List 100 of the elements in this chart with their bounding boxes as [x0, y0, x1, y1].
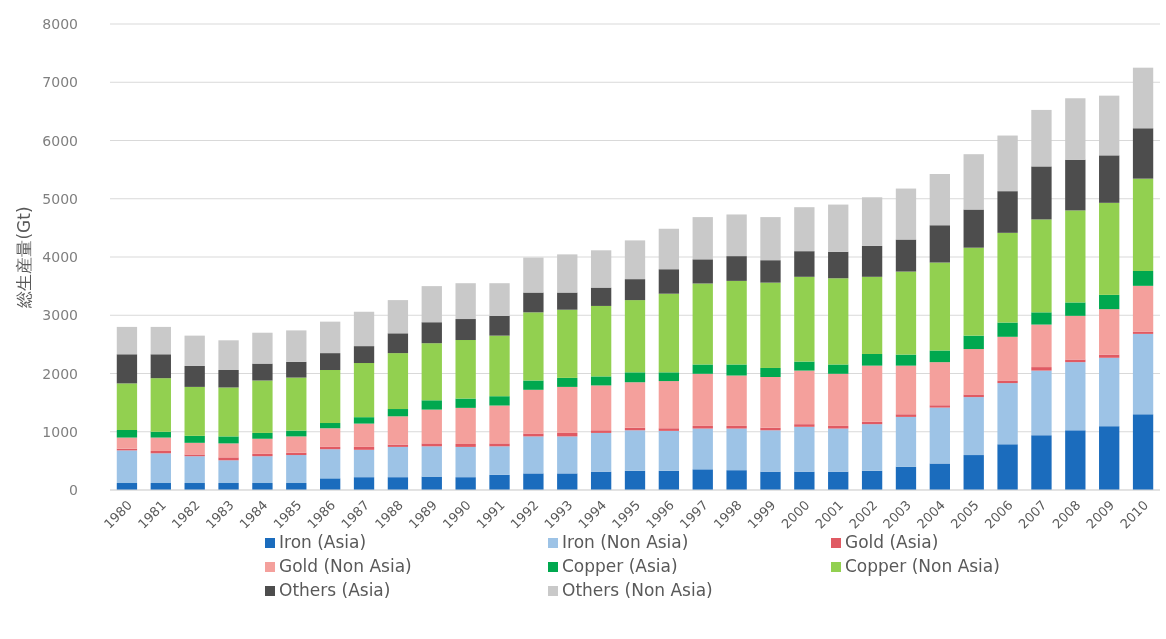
bar: [590, 432, 612, 472]
bar: [895, 271, 917, 355]
bar: [760, 430, 781, 472]
bar: [1065, 315, 1086, 360]
bar: [658, 372, 680, 382]
bar: [828, 364, 849, 374]
bar: [624, 279, 646, 301]
bar: [828, 278, 849, 365]
bar: [828, 428, 849, 472]
bar: [387, 333, 409, 354]
bar: [590, 250, 612, 288]
bar: [861, 276, 883, 354]
y-tick-label: 8000: [42, 16, 78, 32]
bar: [184, 365, 205, 387]
bar: [489, 474, 510, 490]
bar: [455, 446, 476, 478]
bar: [929, 350, 950, 363]
y-tick-label: 4000: [42, 249, 78, 265]
bar: [624, 300, 646, 373]
bar: [218, 387, 239, 437]
bar: [828, 373, 849, 426]
bar: [794, 370, 815, 425]
bar: [861, 353, 883, 366]
bar: [1132, 67, 1154, 129]
bar: [658, 430, 680, 471]
bar: [692, 217, 713, 260]
bar: [895, 188, 917, 240]
bar: [1099, 202, 1120, 295]
bar: [760, 367, 781, 377]
y-tick-label: 2000: [42, 365, 78, 382]
bar: [794, 276, 815, 362]
bar: [421, 409, 442, 444]
bar: [929, 463, 950, 490]
bar: [726, 470, 747, 490]
bar: [557, 436, 578, 474]
bar: [624, 430, 646, 471]
bar: [726, 280, 747, 365]
bar: [692, 283, 713, 365]
bar: [963, 349, 984, 395]
bar: [150, 431, 171, 438]
bar: [1031, 109, 1052, 167]
bar: [557, 377, 578, 387]
bar: [997, 322, 1018, 337]
bar: [828, 425, 849, 429]
bar: [861, 470, 883, 490]
bar: [1099, 426, 1120, 490]
bar: [692, 259, 713, 284]
bar: [1132, 128, 1154, 179]
bar: [997, 380, 1018, 384]
bar: [252, 438, 273, 454]
bar: [895, 365, 917, 415]
bar: [590, 430, 612, 433]
bar: [692, 428, 713, 470]
bar: [489, 315, 510, 336]
bar: [523, 433, 544, 437]
bar: [523, 436, 544, 474]
bar: [184, 435, 205, 443]
bar: [1031, 367, 1052, 371]
bar: [658, 470, 680, 490]
bar: [1132, 178, 1154, 271]
bar: [455, 398, 476, 408]
bar: [726, 425, 747, 429]
bar: [861, 424, 883, 471]
y-tick-label: 5000: [42, 190, 78, 207]
bar: [726, 364, 747, 376]
bar: [252, 363, 273, 381]
bar: [794, 207, 815, 252]
bar: [455, 407, 476, 444]
bar: [320, 478, 341, 490]
bar: [387, 477, 409, 490]
bar: [692, 425, 713, 429]
bar: [252, 332, 273, 364]
bar: [929, 262, 950, 351]
bar: [523, 292, 544, 313]
bar: [590, 471, 612, 490]
bar: [557, 473, 578, 490]
bar: [523, 312, 544, 381]
bar: [421, 400, 442, 410]
y-tick-label: 7000: [42, 74, 78, 91]
bar: [963, 455, 984, 490]
bar: [929, 225, 950, 263]
bar: [116, 437, 138, 449]
bar: [590, 376, 612, 386]
bar: [726, 256, 747, 281]
bar: [353, 346, 375, 364]
bar: [523, 380, 544, 390]
bar: [387, 446, 409, 478]
bar: [286, 330, 307, 362]
bar: [760, 282, 781, 368]
bar: [116, 354, 138, 384]
bar: [489, 446, 510, 475]
bar: [353, 311, 375, 347]
bar: [692, 373, 713, 426]
bar: [624, 372, 646, 383]
bar: [1031, 219, 1052, 313]
bar: [794, 251, 815, 277]
bar: [861, 245, 883, 277]
bar: [320, 428, 341, 447]
bar: [1099, 155, 1120, 203]
bar: [726, 375, 747, 426]
